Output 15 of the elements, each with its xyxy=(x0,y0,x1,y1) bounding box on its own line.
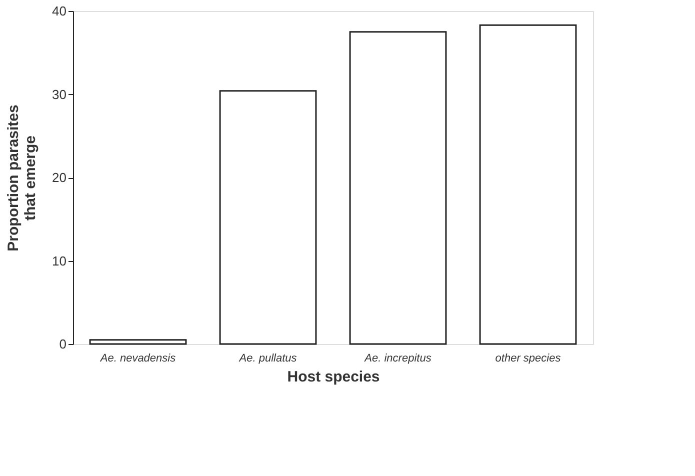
y-tick-label: 40 xyxy=(52,4,66,18)
bar xyxy=(89,339,187,345)
bar xyxy=(349,31,447,345)
bar xyxy=(479,24,577,345)
x-tick-label: Ae. increpitus xyxy=(364,352,432,364)
x-tick-label: other species xyxy=(495,352,562,364)
y-tick-label: 20 xyxy=(52,170,66,185)
x-axis-title: Host species xyxy=(287,368,380,386)
y-tick-label: 0 xyxy=(59,336,66,352)
y-tick-label: 10 xyxy=(52,253,66,268)
bar xyxy=(219,90,317,345)
x-tick-label: Ae. pullatus xyxy=(238,352,298,364)
x-tick-label: Ae. nevadensis xyxy=(99,352,176,364)
y-axis-title: Proportion parasites that emerge xyxy=(5,104,40,252)
y-tick-label: 30 xyxy=(52,86,66,102)
